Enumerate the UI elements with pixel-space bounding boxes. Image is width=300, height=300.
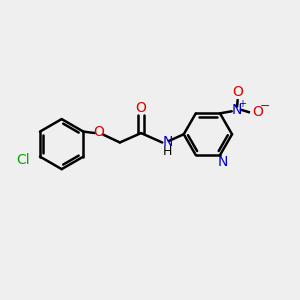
Text: +: + (238, 99, 246, 109)
Text: N: N (232, 103, 242, 117)
Text: H: H (163, 145, 172, 158)
Text: Cl: Cl (16, 153, 30, 166)
Text: −: − (260, 100, 270, 113)
Text: O: O (136, 101, 146, 115)
Text: O: O (93, 125, 104, 140)
Text: O: O (232, 85, 243, 99)
Text: N: N (163, 135, 173, 149)
Text: N: N (217, 154, 227, 169)
Text: O: O (252, 105, 263, 119)
